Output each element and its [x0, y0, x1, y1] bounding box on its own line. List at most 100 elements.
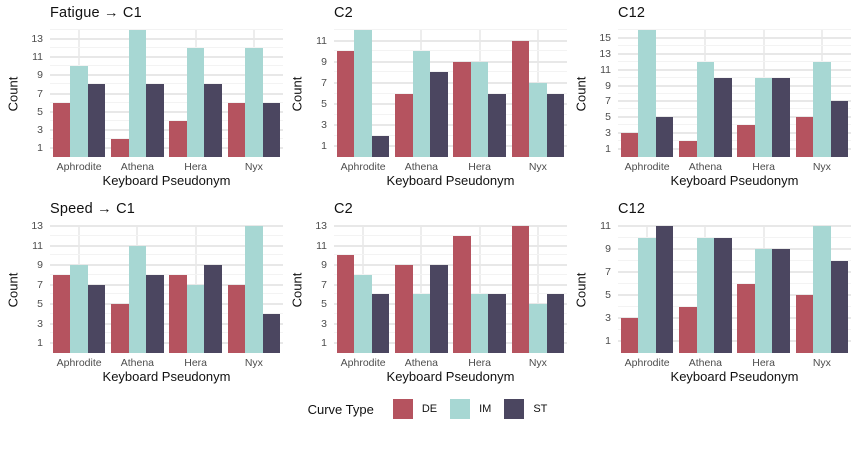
bar-st-athena	[146, 84, 164, 157]
x-tick-label: Nyx	[528, 357, 547, 369]
x-tick-label: Hera	[468, 161, 492, 173]
bar-st-hera	[488, 93, 506, 157]
gridline-horizontal	[618, 317, 851, 320]
legend-entry-de: DE	[380, 399, 437, 419]
bar-im-aphrodite	[638, 237, 656, 353]
x-axis-ticks: Aphrodite Athena Hera Nyx	[50, 157, 283, 173]
gridline-horizontal	[334, 71, 567, 73]
x-axis-ticks: Aphrodite Athena Hera Nyx	[618, 157, 851, 173]
y-axis-title: Count	[5, 226, 21, 353]
plot-area	[334, 225, 567, 353]
legend-label: DE	[421, 403, 438, 415]
gridline-horizontal	[334, 134, 567, 136]
charts-grid: Fatigue → C1 Count 1 3 5 7 9 11 13 Aphrodite Athen…	[5, 5, 851, 388]
bar-st-aphrodite	[371, 294, 390, 353]
gridline-horizontal	[334, 264, 567, 267]
legend-swatch-im	[450, 399, 471, 419]
legend-entry-st: ST	[491, 399, 547, 419]
y-tick-label: 7	[37, 87, 43, 100]
y-tick-label: 7	[605, 95, 611, 108]
bar-st-hera	[772, 249, 790, 353]
y-axis-ticks: 1 3 5 7 9 11 13	[304, 221, 334, 353]
gridline-horizontal	[50, 322, 283, 325]
y-tick-label: 3	[321, 119, 327, 132]
gridline-horizontal	[50, 56, 283, 59]
plot-area	[334, 29, 567, 157]
gridline-horizontal	[334, 50, 567, 52]
y-axis-title-text: Count	[573, 272, 589, 307]
chart-panel-0: Fatigue → C1 Count 1 3 5 7 9 11 13 Aphrodite Athen…	[6, 5, 283, 192]
y-axis-title: Count	[573, 226, 589, 353]
bar-st-hera	[204, 265, 222, 353]
bar-im-nyx	[813, 61, 831, 157]
bar-de-hera	[169, 120, 187, 157]
bar-im-nyx	[529, 304, 547, 353]
bar-st-aphrodite	[87, 84, 106, 157]
gridline-horizontal	[50, 254, 283, 256]
y-tick-label: 11	[600, 63, 611, 76]
plot-area	[50, 225, 283, 353]
bar-im-nyx	[813, 226, 831, 353]
bar-st-athena	[146, 274, 164, 353]
gridline-horizontal	[50, 283, 283, 286]
bar-st-nyx	[546, 93, 565, 157]
gridline-horizontal	[618, 225, 851, 227]
gridline-horizontal	[334, 81, 567, 84]
y-tick-label: 5	[321, 298, 327, 311]
gridline-horizontal	[618, 248, 851, 251]
y-axis-title-text: Count	[5, 76, 21, 111]
x-axis-title: Keyboard Pseudonym	[102, 173, 231, 188]
bar-im-hera	[470, 294, 489, 353]
y-tick-label: 3	[605, 312, 611, 325]
panel-body: Count 1 3 5 7 9 11 13	[290, 221, 567, 353]
y-axis-ticks: 1 3 5 7 9 11 13	[20, 221, 50, 353]
y-tick-label: 1	[321, 140, 327, 153]
gridline-horizontal	[618, 305, 851, 307]
bar-de-nyx	[795, 295, 814, 353]
x-tick-label: Nyx	[244, 161, 263, 173]
x-tick-label: Athena	[404, 357, 439, 369]
x-tick-label: Aphrodite	[56, 357, 102, 369]
y-tick-label: 11	[600, 220, 611, 232]
gridline-horizontal	[50, 342, 283, 345]
y-axis-title-text: Count	[289, 76, 305, 111]
bar-de-nyx	[227, 102, 246, 157]
bar-de-athena	[111, 304, 129, 353]
gridline-horizontal	[50, 29, 283, 30]
gridline-horizontal	[618, 271, 851, 274]
gridline-horizontal	[334, 113, 567, 115]
bar-st-nyx	[830, 101, 849, 157]
y-tick-label: 11	[316, 239, 327, 252]
legend-entry-im: IM	[437, 399, 491, 419]
y-axis-title: Count	[5, 30, 21, 157]
gridline-horizontal	[618, 68, 851, 71]
bar-st-nyx	[830, 260, 849, 353]
gridline-horizontal	[50, 273, 283, 275]
chart-panel-1: C2 Count 1 3 5 7 9 11 Aphrodite Athena Hera Nyx Keyb…	[290, 5, 567, 192]
gridline-horizontal	[50, 110, 283, 113]
bar-de-athena	[395, 93, 413, 157]
y-tick-label: 9	[37, 69, 43, 82]
gridline-horizontal	[334, 29, 567, 30]
gridline-horizontal	[334, 312, 567, 314]
gridline-horizontal	[50, 225, 283, 227]
y-tick-label: 13	[315, 220, 327, 232]
gridline-horizontal	[618, 340, 851, 343]
panel-title: C12	[618, 201, 646, 217]
bar-de-hera	[169, 274, 187, 353]
bar-im-aphrodite	[354, 274, 372, 353]
gridline-horizontal	[334, 60, 567, 63]
gridline-horizontal	[50, 146, 283, 149]
bar-de-athena	[111, 138, 129, 157]
bar-de-hera	[737, 283, 755, 353]
bar-im-nyx	[245, 226, 263, 353]
gridline-horizontal	[50, 128, 283, 131]
y-axis-title-text: Count	[5, 272, 21, 307]
y-tick-label: 13	[599, 47, 611, 60]
bar-im-athena	[128, 30, 147, 157]
y-tick-label: 13	[31, 33, 43, 46]
y-tick-label: 7	[37, 278, 43, 291]
gridline-horizontal	[334, 92, 567, 94]
gridline-horizontal	[50, 119, 283, 121]
bar-st-athena	[430, 265, 448, 353]
